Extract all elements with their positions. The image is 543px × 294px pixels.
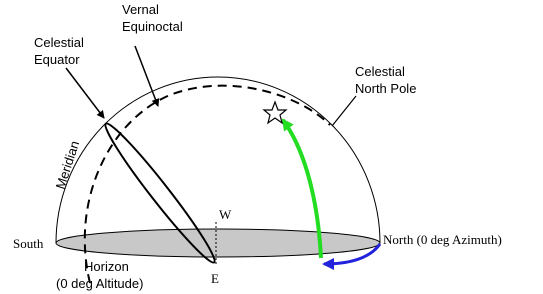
pointer-equator: [66, 68, 104, 118]
horizon-plane: [56, 229, 380, 257]
label-pole-1: Celestial: [355, 64, 405, 79]
label-horizon-2: (0 deg Altitude): [56, 276, 143, 291]
label-south: South: [13, 236, 44, 251]
label-equator-2: Equator: [34, 52, 80, 67]
label-north: North (0 deg Azimuth): [383, 232, 502, 247]
label-west: W: [219, 207, 232, 222]
pointer-vernal: [135, 46, 158, 106]
label-vernal-2: Equinoctal: [122, 19, 183, 34]
label-horizon-1: Horizon: [84, 259, 129, 274]
celestial-sphere-diagram: Vernal Equinoctal Celestial Equator Cele…: [0, 0, 543, 294]
star: [264, 102, 286, 123]
dome-outline: [56, 77, 380, 243]
label-vernal-1: Vernal: [122, 2, 159, 17]
label-pole-2: North Pole: [355, 81, 416, 96]
label-equator-1: Celestial: [34, 35, 84, 50]
label-east: E: [211, 271, 219, 286]
pointer-pole: [332, 96, 356, 126]
label-meridian: Meridian: [53, 139, 83, 191]
